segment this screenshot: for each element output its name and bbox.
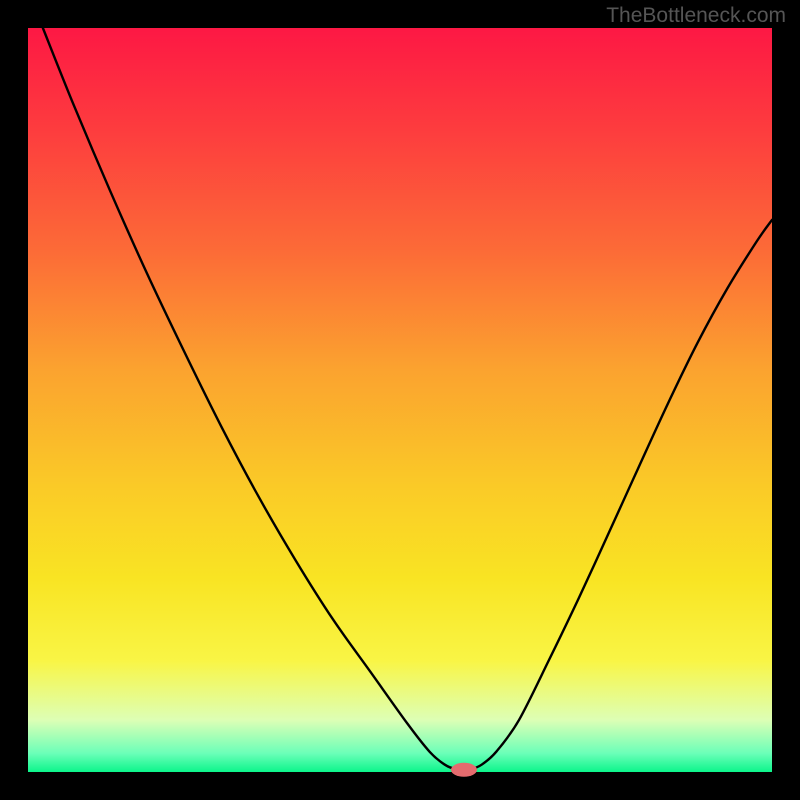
watermark-text: TheBottleneck.com	[606, 4, 786, 28]
plot-background	[28, 28, 772, 772]
chart-svg	[0, 0, 800, 800]
optimal-marker	[451, 763, 477, 777]
bottleneck-chart	[0, 0, 800, 800]
